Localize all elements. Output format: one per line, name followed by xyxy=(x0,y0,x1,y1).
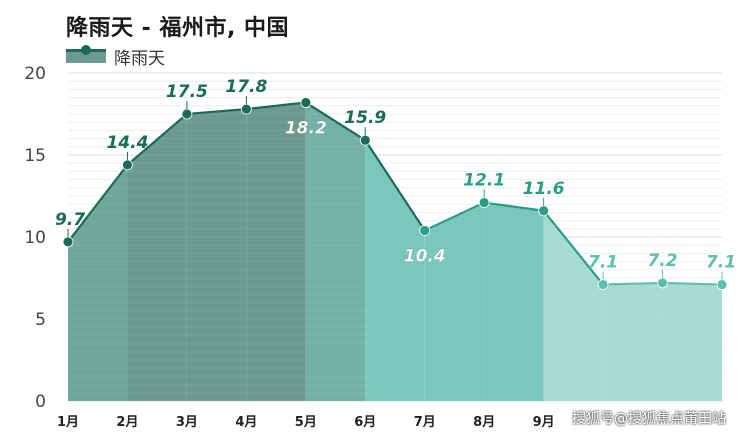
x-tick-label: 6月 xyxy=(354,415,376,430)
data-label: 17.8 xyxy=(225,77,267,97)
y-tick-label: 5 xyxy=(35,310,46,330)
series-points xyxy=(62,97,728,290)
data-point xyxy=(62,236,74,248)
x-tick-label: 2月 xyxy=(116,415,138,430)
data-point xyxy=(419,225,431,236)
area-segment xyxy=(424,202,485,401)
data-label: 15.9 xyxy=(344,108,386,128)
area-segment xyxy=(186,109,247,401)
data-labels: 9.7 14.4 17.5 17.8 18.2 15.9 10.4 12.1 11.6 7.1 7.… xyxy=(55,77,736,280)
series-line-segment xyxy=(364,139,426,232)
legend-label: 降雨天 xyxy=(114,48,165,69)
x-tick-label: 9月 xyxy=(533,415,555,430)
y-tick-label: 0 xyxy=(35,392,46,412)
series-line-segment xyxy=(662,281,723,286)
y-tick-label: 15 xyxy=(24,146,46,166)
area-segment xyxy=(246,102,306,402)
chart-title: 降雨天 - 福州市, 中国 xyxy=(66,16,289,41)
series-line-segment xyxy=(424,201,485,232)
legend-swatch xyxy=(66,45,106,63)
data-point xyxy=(122,159,133,171)
watermark: 搜狐号@搜狐焦点莆田站 xyxy=(572,411,726,427)
area-segment xyxy=(662,282,722,401)
series-line-segment xyxy=(305,101,366,142)
data-point xyxy=(597,279,609,290)
data-point xyxy=(300,97,312,108)
area-bands xyxy=(68,72,722,402)
data-point xyxy=(478,197,490,208)
x-tick-label: 7月 xyxy=(414,415,436,430)
series-line-segment xyxy=(246,101,306,111)
area-segment xyxy=(68,164,128,401)
x-tick-label: 8月 xyxy=(473,415,495,430)
data-label: 10.4 xyxy=(404,246,446,266)
area-segment xyxy=(127,114,187,401)
data-point xyxy=(240,103,252,115)
series-line xyxy=(67,101,723,286)
series-line-segment xyxy=(67,164,129,243)
data-point xyxy=(538,205,550,217)
data-label: 9.7 xyxy=(55,210,85,230)
area-segment xyxy=(305,102,366,402)
series-line-segment xyxy=(603,281,663,286)
data-label: 18.2 xyxy=(285,119,327,139)
data-label: 7.1 xyxy=(706,253,736,273)
data-point xyxy=(359,134,371,146)
area-segment xyxy=(603,282,663,401)
x-tick-label: 3月 xyxy=(176,415,198,430)
chart-legend: 降雨天 xyxy=(66,44,165,69)
y-tick-label: 10 xyxy=(24,228,46,248)
x-tick-label: 5月 xyxy=(295,415,317,430)
data-label: 11.6 xyxy=(523,179,565,199)
x-tick-label: 1月 xyxy=(57,415,79,430)
series-line-segment xyxy=(542,210,604,286)
series-line-segment xyxy=(484,201,544,212)
data-label: 7.1 xyxy=(588,253,618,273)
legend-marker xyxy=(81,45,91,55)
data-point xyxy=(716,279,728,290)
area-segment xyxy=(543,210,604,401)
x-axis-ticks: 1月 2月 3月 4月 5月 6月 7月 8月 9月 xyxy=(57,415,555,430)
area-segment xyxy=(365,140,425,402)
x-tick-label: 4月 xyxy=(235,415,257,430)
data-label: 12.1 xyxy=(463,171,505,191)
data-label: 14.4 xyxy=(106,133,148,153)
series-line-segment xyxy=(186,107,247,116)
series-line-segment xyxy=(126,113,188,166)
data-label: 17.5 xyxy=(166,82,208,102)
data-label: 7.2 xyxy=(647,251,677,271)
data-point xyxy=(181,108,193,120)
area-segment xyxy=(484,202,544,401)
y-axis-ticks: 0 5 10 15 20 xyxy=(24,64,46,412)
data-point xyxy=(657,277,668,289)
y-tick-label: 20 xyxy=(24,64,46,84)
